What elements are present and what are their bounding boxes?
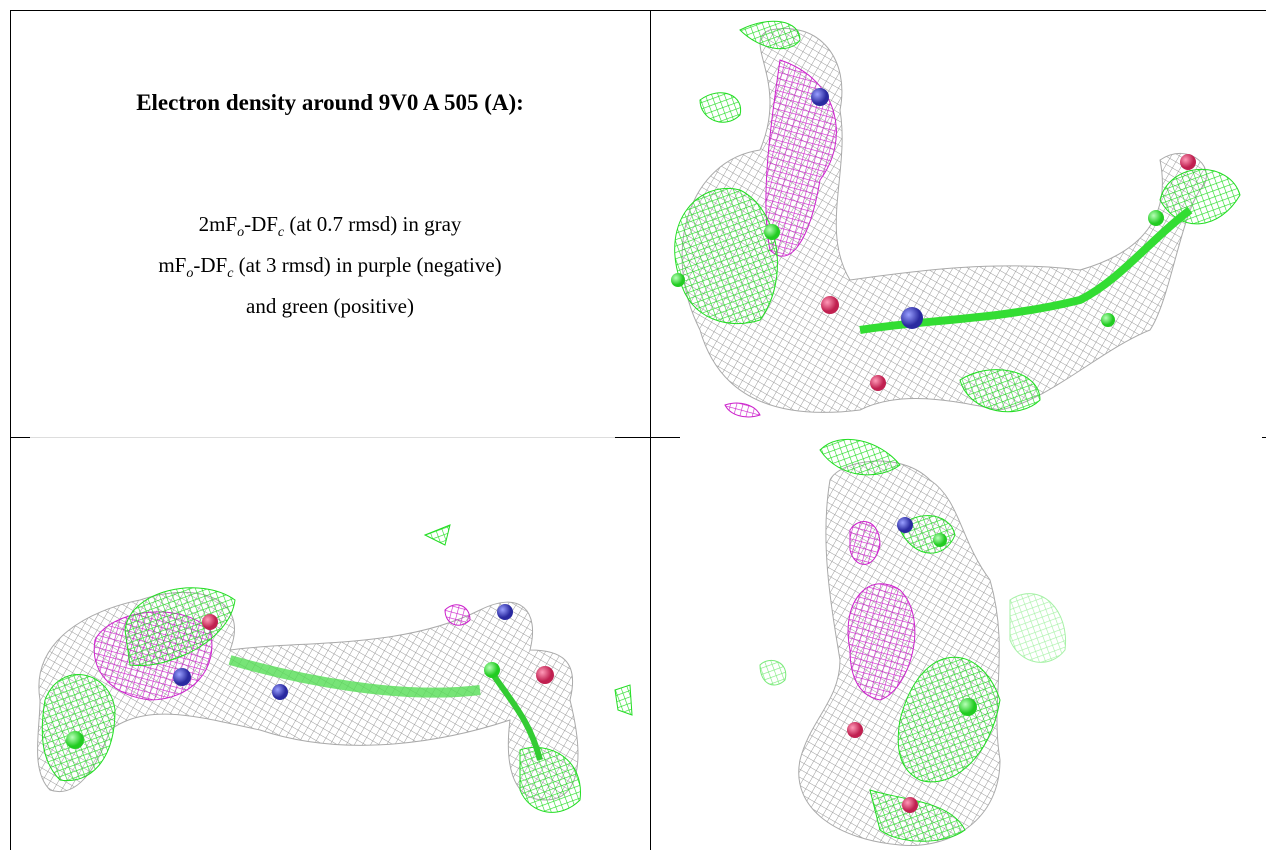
legend-text: mF (158, 253, 187, 278)
density-view-2 (37, 524, 633, 813)
panel-title: Electron density around 9V0 A 505 (A): (136, 90, 524, 115)
legend-text: -DF (193, 253, 228, 278)
legend-subscript: o (186, 266, 194, 282)
density-legend: 2mFo-DFc (at 0.7 rmsd) in gray mFo-DFc (… (10, 208, 650, 323)
legend-text: (at 3 rmsd) in purple (negative) (233, 253, 502, 278)
legend-line: and green (positive) (246, 294, 414, 319)
legend-text: 2mF (198, 212, 238, 236)
legend-subscript: o (237, 225, 245, 241)
legend-subscript: c (227, 266, 234, 282)
grid-borders (10, 10, 1266, 850)
density-view-3 (759, 438, 1067, 847)
legend-text: -DF (244, 212, 278, 236)
legend-line: mFo-DFc (at 3 rmsd) in purple (negative) (10, 249, 650, 290)
legend-line: 2mFo-DFc (at 0.7 rmsd) in gray (10, 208, 650, 249)
legend-subscript: c (277, 225, 285, 241)
legend-text: (at 0.7 rmsd) in gray (284, 212, 462, 236)
density-view-1 (671, 20, 1241, 418)
